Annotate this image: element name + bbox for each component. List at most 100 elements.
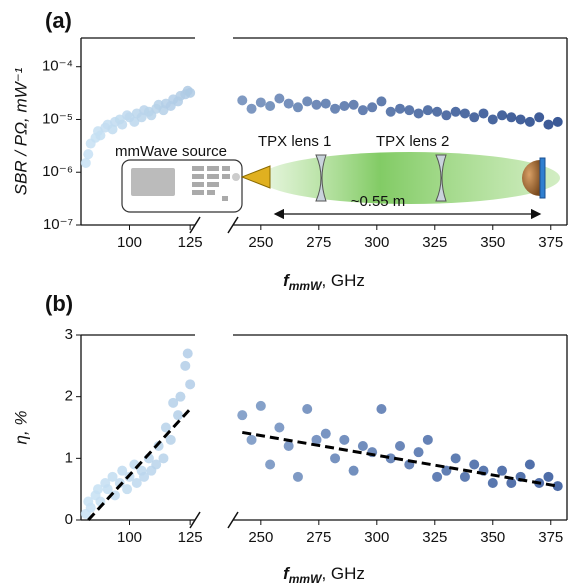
x-tick-label: 125: [178, 529, 203, 546]
data-point: [158, 453, 169, 464]
data-point: [385, 106, 396, 117]
data-point: [283, 441, 294, 451]
setup-diagram: mmWave source TPX lens 1 TPX lens 2 ~0.5…: [115, 133, 560, 220]
source-label: mmWave source: [115, 143, 227, 160]
y-tick-label: 3: [65, 326, 73, 343]
data-point: [459, 108, 470, 119]
data-point: [92, 484, 103, 495]
data-point: [524, 459, 535, 470]
data-point: [292, 102, 303, 113]
data-point: [432, 106, 443, 117]
y-tick-label: 0: [65, 511, 73, 528]
data-point: [404, 105, 415, 116]
data-point: [85, 502, 96, 513]
data-point: [302, 96, 313, 107]
data-point: [302, 404, 313, 414]
detector: [522, 160, 540, 196]
horn: [240, 165, 271, 189]
data-point: [552, 116, 563, 127]
data-point: [543, 119, 554, 130]
data-point: [348, 465, 359, 476]
data-point: [459, 471, 470, 482]
axis-break: [227, 511, 239, 529]
data-point: [524, 116, 535, 127]
data-point: [413, 108, 424, 119]
panel-title: (a): [45, 8, 72, 33]
x-axis-label-part: f: [283, 564, 291, 583]
data-point: [160, 422, 171, 433]
data-point: [117, 119, 128, 130]
data-point: [165, 434, 176, 445]
data-point: [552, 481, 563, 492]
data-point: [339, 434, 350, 445]
source-buttons: [192, 166, 230, 201]
data-point: [515, 114, 526, 125]
y-axis-label: η, %: [11, 411, 30, 445]
data-point: [357, 441, 368, 451]
x-axis-label: fmmW, GHz: [283, 271, 365, 293]
x-tick-label: 300: [364, 234, 389, 251]
data-point: [469, 112, 480, 123]
y-axis-label: SBR / PΩ, mW⁻¹: [11, 67, 30, 195]
data-point: [151, 459, 162, 470]
data-point: [274, 422, 285, 433]
data-point: [376, 96, 387, 107]
source-port: [232, 173, 240, 181]
x-axis-label-part: f: [283, 271, 291, 290]
data-point: [413, 447, 424, 458]
data-point: [450, 106, 461, 117]
data-point: [441, 110, 452, 121]
data-point: [102, 484, 113, 495]
axis-break: [189, 511, 201, 529]
data-point: [83, 149, 94, 160]
data-point: [469, 459, 480, 470]
beam: [260, 152, 560, 204]
axis-break: [189, 216, 201, 234]
data-point: [432, 471, 443, 482]
x-tick-label: 325: [422, 529, 447, 546]
data-point: [497, 110, 508, 121]
data-point: [330, 103, 341, 114]
x-tick-label: 250: [248, 234, 273, 251]
x-tick-label: 350: [480, 234, 505, 251]
data-point: [311, 99, 322, 110]
data-point: [330, 453, 341, 464]
data-point: [255, 97, 266, 108]
y-tick-label: 1: [65, 449, 73, 466]
data-point: [237, 410, 248, 421]
data-point: [95, 130, 106, 141]
x-tick-label: 125: [178, 234, 203, 251]
data-point: [450, 453, 461, 464]
data-point: [153, 441, 164, 451]
data-point: [80, 157, 91, 168]
data-point: [534, 112, 545, 123]
data-point: [265, 459, 276, 470]
x-axis-label-part: , GHz: [321, 271, 364, 290]
data-point: [348, 99, 359, 110]
data-point: [182, 348, 193, 359]
data-point: [246, 103, 257, 114]
data-point: [357, 105, 368, 116]
data-point: [168, 397, 179, 408]
x-tick-label: 275: [306, 234, 331, 251]
data-point: [367, 102, 378, 113]
data-point: [320, 428, 331, 439]
x-axis-label: fmmW, GHz: [283, 564, 365, 585]
data-point: [422, 434, 433, 445]
data-point: [185, 379, 196, 390]
lens-label: TPX lens 1: [258, 133, 331, 150]
lens-1: [315, 154, 327, 202]
data-point: [339, 101, 350, 112]
data-point: [129, 116, 140, 127]
data-point: [180, 360, 191, 371]
x-axis-label-part: mmW: [289, 572, 323, 585]
data-point: [487, 478, 498, 488]
panel-title: (b): [45, 291, 73, 316]
data-point: [237, 95, 248, 106]
data-point: [265, 101, 276, 112]
y-tick-label: 10⁻⁵: [42, 110, 73, 127]
y-tick-label: 10⁻⁶: [42, 163, 73, 180]
y-tick-label: 2: [65, 388, 73, 405]
x-tick-label: 375: [538, 529, 563, 546]
